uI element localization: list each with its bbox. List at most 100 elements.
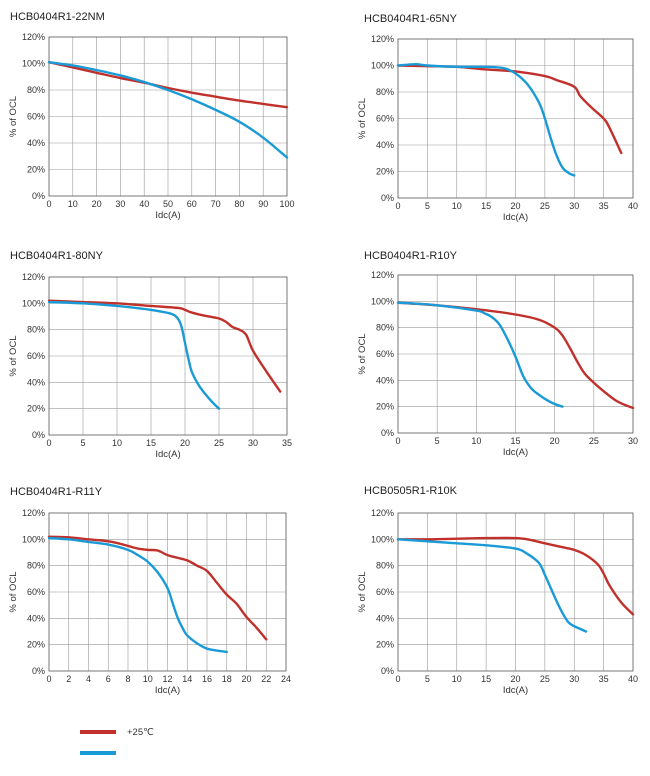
x-tick-label: 0: [46, 199, 51, 209]
y-tick-label: 60%: [376, 587, 394, 597]
y-tick-label: 40%: [27, 613, 45, 623]
y-tick-label: 20%: [27, 165, 45, 175]
x-tick-label: 15: [146, 438, 156, 448]
x-tick-label: 30: [569, 201, 579, 211]
y-tick-label: 20%: [376, 402, 394, 412]
series-line-red: [47, 535, 268, 641]
x-tick-label: 80: [234, 199, 244, 209]
plot-frame: [397, 38, 634, 199]
x-tick-label: 5: [425, 674, 430, 684]
x-tick-label: 20: [241, 674, 251, 684]
chart-title: HCB0404R1-80NY: [10, 250, 104, 262]
y-tick-label: 20%: [27, 640, 45, 650]
x-tick-label: 10: [112, 438, 122, 448]
y-tick-label: 40%: [27, 138, 45, 148]
x-tick-label: 30: [569, 674, 579, 684]
y-tick-label: 40%: [376, 375, 394, 385]
x-tick-label: 15: [481, 674, 491, 684]
x-tick-label: 40: [139, 199, 149, 209]
y-tick-label: 0%: [32, 666, 45, 676]
x-tick-label: 20: [510, 674, 520, 684]
y-tick-label: 0%: [381, 193, 394, 203]
chart-title: HCB0404R1-22NM: [10, 11, 105, 23]
x-tick-label: 25: [214, 438, 224, 448]
x-tick-label: 10: [68, 199, 78, 209]
x-tick-label: 50: [163, 199, 173, 209]
x-tick-label: 35: [599, 674, 609, 684]
y-tick-label: 100%: [22, 298, 45, 308]
x-tick-label: 35: [599, 201, 609, 211]
x-tick-label: 15: [510, 436, 520, 446]
y-tick-label: 100%: [22, 59, 45, 69]
x-tick-label: 16: [202, 674, 212, 684]
series-line-red: [396, 301, 635, 410]
x-tick-label: 30: [628, 436, 638, 446]
x-tick-label: 25: [540, 674, 550, 684]
x-tick-label: 2: [66, 674, 71, 684]
chart-title: HCB0404R1-R11Y: [10, 486, 103, 498]
legend-swatch-red: [80, 730, 116, 734]
y-tick-label: 100%: [22, 534, 45, 544]
x-tick-label: 18: [222, 674, 232, 684]
y-tick-label: 120%: [22, 508, 45, 518]
y-tick-label: 120%: [22, 272, 45, 282]
y-tick-label: 100%: [371, 61, 394, 71]
x-tick-label: 5: [80, 438, 85, 448]
x-tick-label: 5: [425, 201, 430, 211]
x-tick-label: 0: [395, 201, 400, 211]
y-tick-label: 60%: [27, 112, 45, 122]
x-tick-label: 12: [162, 674, 172, 684]
series-line-blue: [396, 538, 588, 633]
y-tick-label: 40%: [376, 140, 394, 150]
x-tick-label: 22: [261, 674, 271, 684]
x-tick-label: 70: [211, 199, 221, 209]
y-tick-label: 80%: [27, 85, 45, 95]
y-axis-label: % of OCL: [8, 335, 19, 376]
y-tick-label: 0%: [32, 430, 45, 440]
x-tick-label: 0: [395, 674, 400, 684]
x-tick-label: 10: [452, 674, 462, 684]
x-tick-label: 40: [628, 201, 638, 211]
chart-title: HCB0404R1-R10Y: [364, 250, 458, 262]
y-tick-label: 80%: [27, 561, 45, 571]
x-tick-label: 20: [180, 438, 190, 448]
y-tick-label: 100%: [371, 296, 394, 306]
x-axis-label: Idc(A): [155, 449, 180, 460]
x-axis-label: Idc(A): [155, 210, 180, 221]
y-tick-label: 60%: [376, 349, 394, 359]
y-tick-label: 60%: [27, 587, 45, 597]
chart-title: HCB0404R1-65NY: [364, 13, 458, 25]
series-line-blue: [396, 62, 576, 177]
x-tick-label: 15: [481, 201, 491, 211]
y-axis-label: % of OCL: [8, 96, 19, 137]
x-tick-label: 5: [435, 436, 440, 446]
x-tick-label: 30: [115, 199, 125, 209]
x-tick-label: 24: [281, 674, 291, 684]
legend-swatch-blue: [80, 751, 116, 755]
chart-title: HCB0505R1-R10K: [364, 485, 458, 497]
x-tick-label: 20: [92, 199, 102, 209]
y-tick-label: 80%: [27, 325, 45, 335]
x-tick-label: 100: [279, 199, 294, 209]
series-line-blue: [47, 536, 228, 654]
y-tick-label: 0%: [381, 428, 394, 438]
y-axis-label: % of OCL: [357, 571, 368, 612]
x-tick-label: 8: [125, 674, 130, 684]
x-tick-label: 10: [143, 674, 153, 684]
x-tick-label: 20: [550, 436, 560, 446]
x-tick-label: 6: [106, 674, 111, 684]
x-tick-label: 4: [86, 674, 91, 684]
x-tick-label: 30: [248, 438, 258, 448]
y-tick-label: 40%: [376, 613, 394, 623]
y-axis-label: % of OCL: [8, 571, 19, 612]
y-tick-label: 40%: [27, 377, 45, 387]
x-tick-label: 0: [46, 674, 51, 684]
x-axis-label: Idc(A): [503, 447, 528, 458]
series-line-blue: [47, 300, 221, 410]
series-line-blue: [396, 301, 564, 408]
plot-frame: [48, 36, 288, 197]
legend-label-25c: +25℃: [127, 726, 154, 738]
y-axis-label: % of OCL: [357, 333, 368, 374]
